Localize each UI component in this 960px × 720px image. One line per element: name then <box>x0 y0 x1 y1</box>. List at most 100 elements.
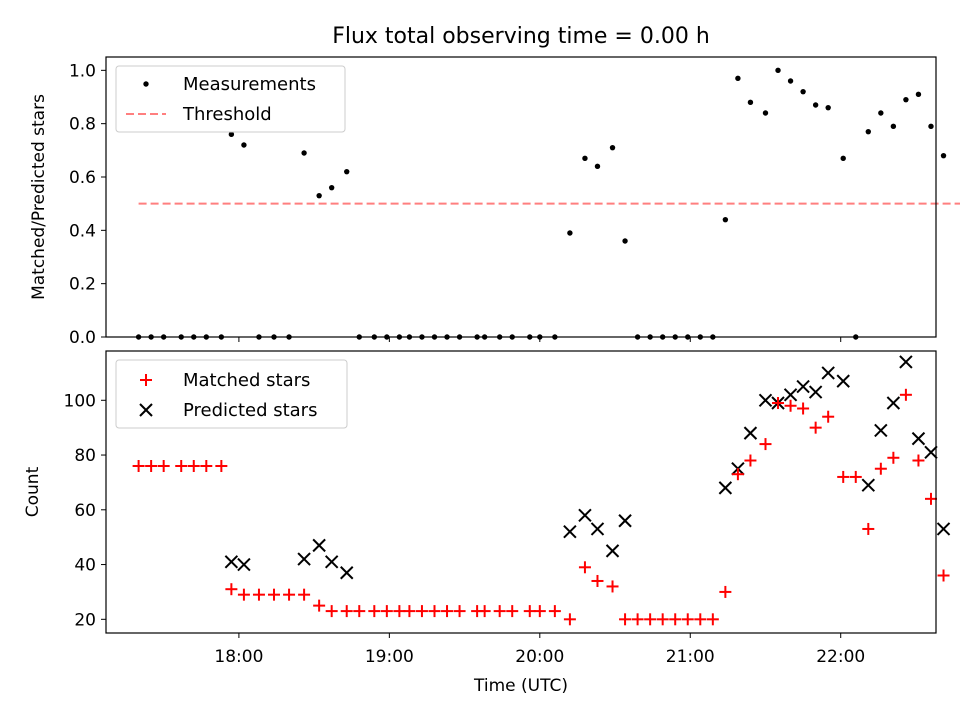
predicted-stars-point <box>821 366 835 380</box>
measurement-point <box>825 104 831 111</box>
matched-stars-point <box>145 459 158 472</box>
matched-stars-point <box>157 459 170 472</box>
matched-stars-point <box>644 613 657 626</box>
top-legend-box <box>115 65 346 133</box>
measurement-point <box>915 91 922 98</box>
matched-stars-point <box>478 605 491 618</box>
matched-stars-point <box>744 454 757 467</box>
matched-stars-point <box>200 459 213 472</box>
top-y-tick-label: 0.4 <box>69 221 96 241</box>
predicted-stars-legend-label: Predicted stars <box>183 400 317 421</box>
matched-stars-legend-label: Matched stars <box>183 370 310 391</box>
predicted-stars-point <box>899 355 913 369</box>
predicted-stars-point <box>783 388 798 402</box>
measurement-point <box>316 192 322 199</box>
matched-stars-point <box>563 613 576 626</box>
matched-stars-point <box>453 605 466 618</box>
matched-stars-point <box>225 583 238 596</box>
matched-stars-point <box>506 605 519 618</box>
top-y-tick-label: 0.6 <box>69 168 96 188</box>
x-tick-label: 19:00 <box>365 647 414 667</box>
measurement-point <box>928 123 934 130</box>
x-tick-label: 18:00 <box>214 647 263 667</box>
measurement-point <box>328 184 335 191</box>
matched-stars-point <box>862 522 875 535</box>
bottom-x-axis-label: Time (UTC) <box>473 676 568 696</box>
matched-stars-point <box>706 613 719 626</box>
matched-stars-point <box>631 613 644 626</box>
measurement-point <box>775 67 781 74</box>
measurement-point <box>747 99 754 106</box>
matched-stars-point <box>548 605 561 618</box>
bottom-y-tick-label: 60 <box>74 501 96 521</box>
measurement-point <box>800 88 806 95</box>
measurement-point <box>787 78 794 84</box>
predicted-stars-point <box>874 423 888 438</box>
measurement-point <box>301 150 307 156</box>
bottom-legend-box <box>115 359 348 429</box>
predicted-stars-point <box>590 522 605 536</box>
matched-stars-point <box>681 613 694 626</box>
measurements-legend-marker <box>143 81 149 87</box>
matched-stars-point <box>924 492 937 505</box>
predicted-stars-point <box>605 544 620 558</box>
top-y-axis-label: Matched/Predicted stars <box>29 94 49 300</box>
predicted-stars-point <box>618 514 632 528</box>
top-legend: Measurements Threshold <box>115 65 346 133</box>
predicted-stars-point <box>340 566 354 580</box>
matched-stars-point <box>132 459 145 472</box>
matched-stars-point <box>606 580 619 593</box>
matched-stars-point <box>797 402 810 415</box>
predicted-stars-point <box>237 557 251 572</box>
matched-stars-legend-marker <box>140 374 152 386</box>
matched-stars-point <box>899 388 912 401</box>
bottom-y-tick-label: 100 <box>64 391 96 411</box>
measurement-point <box>940 152 947 159</box>
matched-stars-point <box>719 585 732 598</box>
matched-stars-point <box>353 605 366 618</box>
matched-stars-point <box>340 605 353 618</box>
predicted-stars-point <box>796 379 810 394</box>
x-tick-label: 22:00 <box>816 647 865 667</box>
top-chart-title: Flux total observing time = 0.00 h <box>332 24 710 49</box>
matched-stars-point <box>937 569 950 582</box>
matched-stars-point <box>849 470 862 483</box>
matched-stars-point <box>533 605 546 618</box>
top-y-tick-label: 1.0 <box>69 61 96 81</box>
matched-stars-point <box>837 470 850 483</box>
predicted-stars-point <box>924 445 938 460</box>
matched-stars-point <box>912 454 925 467</box>
matched-stars-point <box>428 605 441 618</box>
bottom-y-axis-label: Count <box>23 466 43 517</box>
matched-stars-point <box>669 613 682 626</box>
bottom-plot-area: 18:00 19:00 20:00 21:00 22:00 20 40 60 80 100 <box>64 355 951 667</box>
measurement-point <box>228 131 235 138</box>
matched-stars-point <box>619 613 632 626</box>
measurement-point <box>840 155 846 162</box>
predicted-stars-point <box>578 508 592 522</box>
predicted-stars-point <box>312 538 326 553</box>
predicted-stars-point <box>911 431 926 446</box>
measurement-point <box>582 155 588 162</box>
measurement-point <box>878 110 884 116</box>
predicted-stars-point <box>743 426 758 440</box>
measurement-point <box>609 144 616 151</box>
measurement-point <box>735 75 741 82</box>
top-y-tick-label: 0.0 <box>69 328 96 348</box>
matched-stars-point <box>784 399 797 412</box>
matched-stars-point <box>268 588 281 601</box>
matched-stars-point <box>187 459 200 472</box>
bottom-y-tick-label: 80 <box>74 446 96 466</box>
predicted-stars-point <box>808 385 823 399</box>
threshold-legend-label: Threshold <box>182 104 272 125</box>
matched-stars-point <box>175 459 188 472</box>
matched-stars-point <box>415 605 428 618</box>
matched-stars-point <box>368 605 381 618</box>
measurement-point <box>594 163 601 170</box>
matched-stars-point <box>759 438 772 451</box>
matched-stars-point <box>523 605 536 618</box>
matched-stars-point <box>403 605 416 618</box>
matched-stars-point <box>874 462 887 475</box>
top-axes-frame <box>105 56 937 338</box>
